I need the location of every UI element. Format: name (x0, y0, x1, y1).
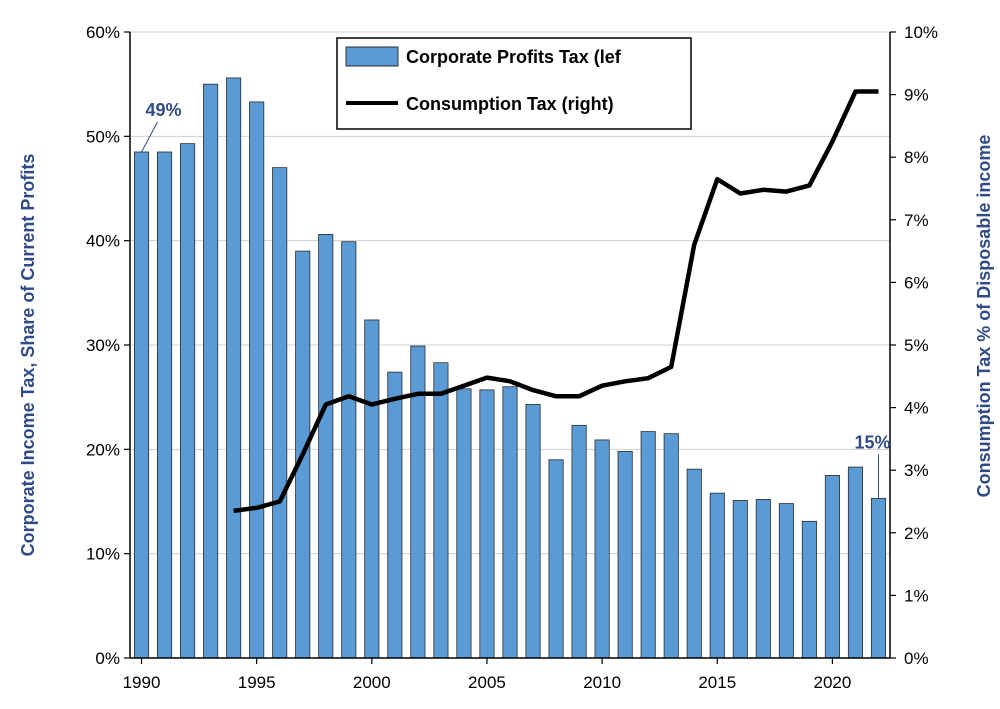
left-axis-ticks: 0% 10% 20% 30% 40% 50% 60% (86, 23, 130, 668)
bar (571, 424, 587, 659)
bar (617, 451, 633, 659)
x-tick-label: 2005 (468, 673, 506, 692)
bar (755, 499, 771, 659)
x-tick-label: 2000 (353, 673, 391, 692)
consumption-tax-line (233, 89, 879, 514)
annotation-label: 49% (145, 100, 181, 120)
right-tick-label: 10% (904, 23, 938, 42)
bar (525, 404, 541, 659)
x-tick-label: 2015 (698, 673, 736, 692)
bar (709, 492, 725, 659)
x-axis-ticks: 1990 1995 2000 2005 2010 2015 2020 (123, 658, 852, 692)
bar (318, 234, 334, 659)
bar (778, 503, 794, 659)
bar (870, 497, 887, 659)
bar (663, 433, 679, 659)
bar (272, 167, 288, 659)
right-axis-title: Consumption Tax % of Disposable income (974, 135, 994, 498)
x-tick-label: 2010 (583, 673, 621, 692)
right-axis-ticks: 0% 1% 2% 3% 4% 5% 6% 7% 8% 9% 10% (890, 23, 938, 668)
line-series (233, 89, 879, 514)
left-tick-label: 50% (86, 127, 120, 146)
right-tick-label: 5% (904, 336, 929, 355)
bar (433, 362, 449, 659)
bar (364, 319, 380, 659)
bar (180, 143, 196, 659)
bar (686, 468, 702, 659)
bar (341, 241, 357, 659)
bar (456, 388, 472, 659)
left-tick-label: 0% (95, 649, 120, 668)
bar-series (133, 77, 887, 659)
right-tick-label: 3% (904, 461, 929, 480)
right-tick-label: 2% (904, 524, 929, 543)
left-tick-label: 20% (86, 440, 120, 459)
right-tick-label: 4% (904, 399, 929, 418)
bar (157, 151, 173, 659)
bar (548, 459, 564, 659)
bar (226, 77, 242, 659)
bar (502, 386, 518, 659)
bar (824, 475, 840, 659)
x-tick-label: 1990 (123, 673, 161, 692)
right-tick-label: 6% (904, 273, 929, 292)
x-tick-label: 1995 (238, 673, 276, 692)
legend-label-line: Consumption Tax (right) (406, 94, 614, 114)
left-tick-label: 10% (86, 545, 120, 564)
annotation-label: 15% (854, 432, 890, 452)
right-tick-label: 7% (904, 211, 929, 230)
x-tick-label: 2020 (814, 673, 852, 692)
bar (640, 431, 656, 659)
legend: Corporate Profits Tax (lef Consumption T… (336, 37, 692, 130)
bar (594, 439, 610, 659)
left-tick-label: 30% (86, 336, 120, 355)
legend-swatch-bar (345, 46, 399, 67)
left-axis-title: Corporate Income Tax, Share of Current P… (18, 154, 38, 557)
annotation-leader (141, 121, 158, 153)
legend-label-bar: Corporate Profits Tax (lef (406, 47, 622, 67)
bar (203, 83, 219, 659)
bar (732, 500, 748, 659)
bar (479, 389, 495, 659)
right-tick-label: 0% (904, 649, 929, 668)
left-tick-label: 60% (86, 23, 120, 42)
bar (387, 371, 403, 659)
annotations: 49% 15% (141, 100, 891, 499)
bar (847, 466, 863, 659)
right-tick-label: 8% (904, 148, 929, 167)
right-tick-label: 9% (904, 86, 929, 105)
left-tick-label: 40% (86, 232, 120, 251)
bar (801, 520, 817, 659)
right-tick-label: 1% (904, 586, 929, 605)
bar (249, 101, 265, 659)
bar (133, 151, 150, 659)
